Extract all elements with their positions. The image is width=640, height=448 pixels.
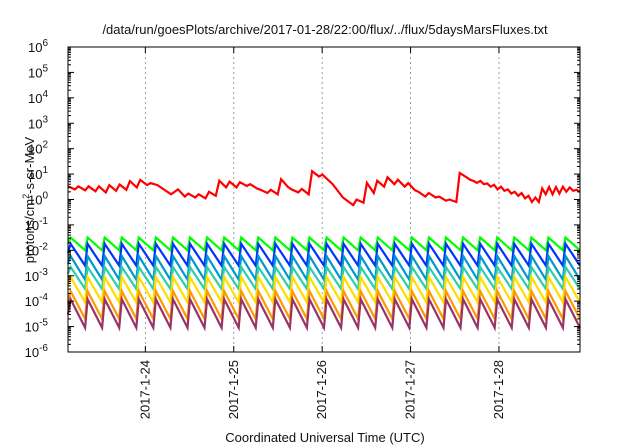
y-tick-label: 100 [28,191,48,208]
series-line-red [67,169,581,207]
y-tick-label: 10-6 [25,343,49,360]
series-layer [66,169,581,332]
y-tick-label: 10-1 [25,216,49,233]
y-tick-label: 10-2 [25,241,49,258]
y-tick-label: 10-5 [25,318,49,335]
y-axis-label-tail: -s-sr-MeV [22,136,37,193]
grid [144,47,500,352]
y-tick-label: 10-4 [25,292,49,309]
y-tick-label: 105 [28,63,48,80]
y-tick-label: 104 [28,89,48,106]
chart-title: /data/run/goesPlots/archive/2017-01-28/2… [102,22,548,37]
y-tick-label: 103 [28,114,48,131]
y-axis: 10-6 10-5 10-4 10-3 10-2 10-1 100 101 102 103 104 1… [25,38,580,360]
x-axis: 2017-1-24 2017-1-25 2017-1-26 2017-1-27 2017… [137,47,506,419]
x-tick-label: 2017-1-24 [137,360,152,419]
x-tick-label: 2017-1-28 [491,360,506,419]
series-line-1 [66,235,581,253]
plot-frame [67,46,581,353]
series-line-7 [66,295,581,332]
y-axis-label-main: protons/cm [22,199,37,263]
series-line-5 [66,273,581,306]
series-line-4 [66,263,581,293]
y-axis-label: protons/cm2-s-sr-MeV [21,136,37,263]
x-tick-label: 2017-1-26 [314,360,329,419]
x-axis-label: Coordinated Universal Time (UTC) [225,430,424,445]
y-tick-label: 101 [28,165,48,182]
y-tick-label: 106 [28,38,48,55]
y-axis-label-sup: 2 [21,194,31,199]
y-tick-label: 102 [28,140,48,157]
y-tick-label: 10-3 [25,267,49,284]
series-line-2 [66,240,581,269]
x-tick-label: 2017-1-27 [403,360,418,419]
x-tick-label: 2017-1-25 [226,360,241,419]
